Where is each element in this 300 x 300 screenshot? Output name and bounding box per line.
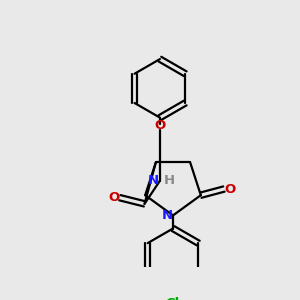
Text: N: N — [162, 209, 173, 222]
Text: O: O — [108, 191, 119, 204]
Text: H: H — [164, 174, 175, 187]
Text: O: O — [154, 119, 166, 132]
Text: O: O — [224, 182, 236, 196]
Text: Cl: Cl — [166, 297, 180, 300]
Text: N: N — [147, 174, 158, 187]
